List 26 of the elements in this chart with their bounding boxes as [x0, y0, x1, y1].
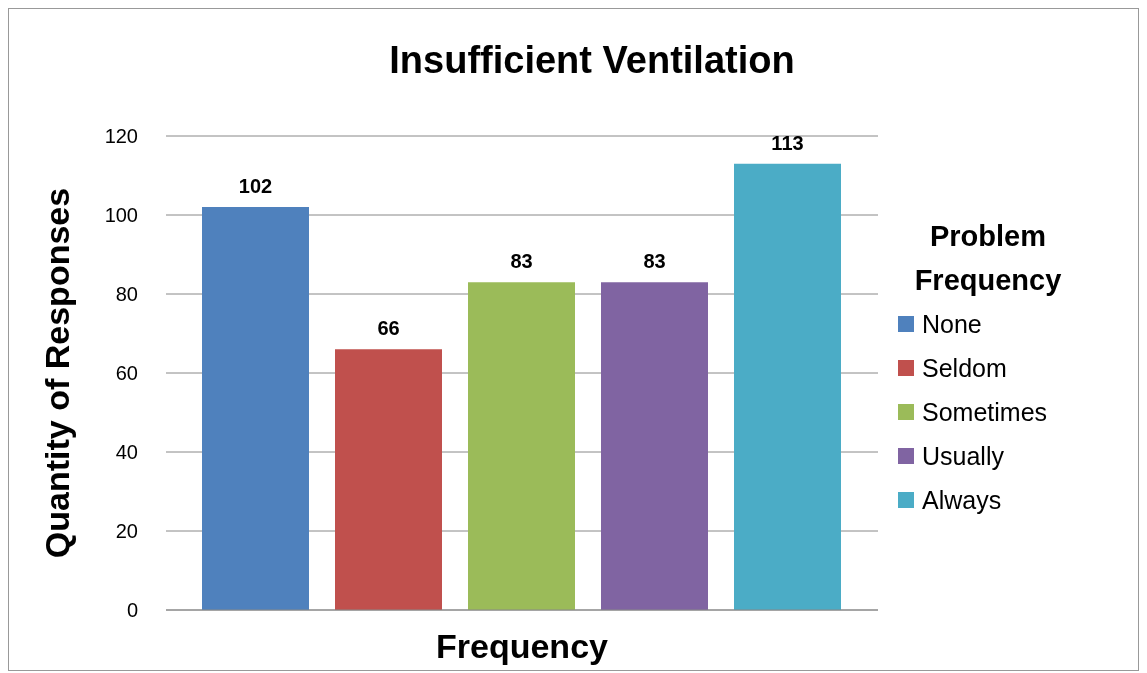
data-label: 83 [643, 250, 666, 273]
y-tick-label: 120 [104, 125, 138, 148]
legend-label: Seldom [922, 353, 1007, 383]
legend-label: Sometimes [922, 397, 1048, 427]
y-axis-title: Quantity of Responses [38, 187, 77, 559]
bar [601, 282, 708, 610]
legend-label: Usually [922, 441, 1004, 471]
y-tick-label: 80 [115, 283, 138, 306]
data-label: 66 [377, 317, 400, 340]
x-axis-title: Frequency [436, 627, 609, 665]
bar [468, 282, 575, 610]
chart-title: Insufficient Ventilation [388, 39, 796, 82]
bar [734, 163, 841, 610]
bar [335, 349, 442, 610]
data-label: 83 [510, 250, 533, 273]
y-tick-label: 40 [115, 441, 138, 464]
y-tick-label: 0 [126, 599, 138, 622]
legend-label: Always [922, 485, 1002, 515]
y-tick-label: 20 [115, 520, 138, 543]
y-tick-label: 60 [115, 362, 138, 385]
legend-title: Problem Frequency [913, 219, 1063, 298]
data-label: 102 [238, 175, 273, 198]
legend-label: None [922, 309, 982, 339]
data-label: 113 [771, 131, 804, 154]
y-tick-label: 100 [104, 204, 138, 227]
bar [202, 207, 309, 610]
